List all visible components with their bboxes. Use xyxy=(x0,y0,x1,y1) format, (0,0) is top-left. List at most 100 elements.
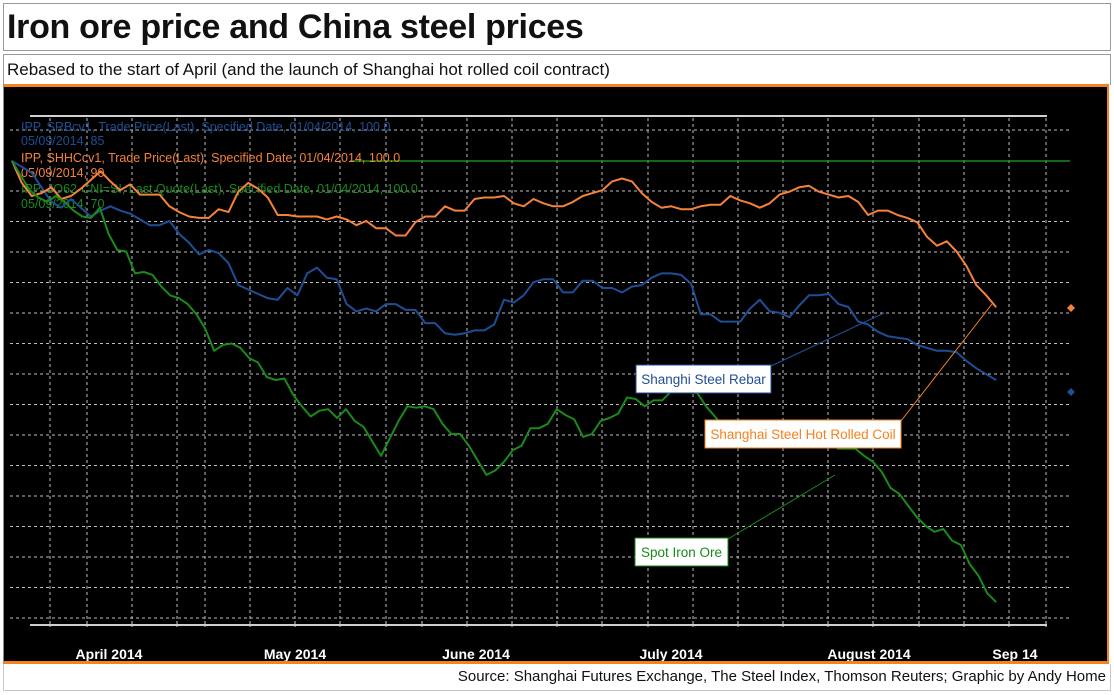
data-point-hrc xyxy=(867,214,869,216)
data-point-hrc xyxy=(444,205,446,207)
data-point-rebar xyxy=(483,329,485,331)
data-point-rebar xyxy=(513,302,515,304)
data-point-rebar xyxy=(80,207,82,209)
data-point-rebar xyxy=(729,321,731,323)
data-point-rebar xyxy=(119,210,121,212)
data-point-rebar xyxy=(316,267,318,269)
data-point-iron_ore xyxy=(152,274,154,276)
data-point-iron_ore xyxy=(872,461,874,463)
data-point-rebar xyxy=(887,335,889,337)
x-tick-august: August 2014 xyxy=(827,646,910,661)
data-point-rebar xyxy=(798,304,800,307)
data-point-hrc xyxy=(395,234,397,237)
callout-label-rebar: Shanghi Steel Rebar xyxy=(641,372,766,387)
subtitle-box: Rebased to the start of April (and the l… xyxy=(3,54,1111,85)
data-point-iron_ore xyxy=(257,361,259,364)
data-point-hrc xyxy=(277,214,279,216)
data-point-hrc xyxy=(572,201,574,203)
data-point-hrc xyxy=(651,201,653,203)
data-point-rebar xyxy=(346,303,348,305)
data-point-iron_ore xyxy=(617,413,619,415)
data-point-iron_ore xyxy=(521,445,523,447)
data-point-rebar xyxy=(473,329,476,331)
data-point-iron_ore xyxy=(292,394,294,396)
end-marker-rebar xyxy=(1067,388,1075,396)
data-point-hrc xyxy=(838,196,840,199)
data-point-rebar xyxy=(651,277,653,279)
data-point-iron_ore xyxy=(275,379,277,381)
data-point-iron_ore xyxy=(468,445,470,447)
data-point-iron_ore xyxy=(969,563,971,565)
data-point-rebar xyxy=(759,299,761,301)
data-point-iron_ore xyxy=(266,376,268,378)
x-tick-july: July 2014 xyxy=(639,646,702,661)
data-point-rebar xyxy=(808,294,810,296)
data-point-hrc xyxy=(670,205,672,207)
callout-box-rebar xyxy=(635,364,772,394)
data-point-iron_ore xyxy=(64,201,66,203)
data-point-hrc xyxy=(857,201,859,203)
data-point-hrc xyxy=(729,195,731,197)
data-point-rebar xyxy=(414,309,416,311)
data-point-iron_ore xyxy=(108,233,110,235)
data-point-iron_ore xyxy=(415,407,417,409)
data-point-iron_ore xyxy=(881,471,883,473)
data-point-hrc xyxy=(808,185,810,187)
data-point-rebar xyxy=(828,293,830,295)
data-point-iron_ore xyxy=(406,405,408,407)
data-point-iron_ore xyxy=(626,396,628,399)
data-point-hrc xyxy=(592,192,594,194)
data-point-rebar xyxy=(267,297,269,299)
data-point-hrc xyxy=(346,218,348,220)
data-point-rebar xyxy=(503,299,505,301)
data-point-rebar xyxy=(847,306,850,308)
data-point-hrc xyxy=(926,236,928,238)
data-point-iron_ore xyxy=(213,350,215,352)
data-point-rebar xyxy=(660,272,663,274)
data-point-hrc xyxy=(739,199,741,201)
data-point-rebar xyxy=(552,278,554,280)
data-point-hrc xyxy=(50,186,53,188)
legend-ironore-line2: 05/09/2014, 70 xyxy=(21,197,104,211)
x-tick-may: May 2014 xyxy=(264,646,326,661)
data-point-hrc xyxy=(375,227,377,229)
data-point-hrc xyxy=(493,196,495,199)
data-point-iron_ore xyxy=(995,601,997,603)
data-point-hrc xyxy=(326,218,328,220)
data-point-hrc xyxy=(847,195,850,197)
data-point-iron_ore xyxy=(362,426,364,428)
data-point-hrc xyxy=(109,180,111,182)
data-point-hrc xyxy=(296,215,298,218)
data-point-hrc xyxy=(778,194,781,196)
data-point-iron_ore xyxy=(652,399,655,401)
data-point-hrc xyxy=(31,195,33,197)
data-point-rebar xyxy=(296,294,298,296)
data-point-hrc xyxy=(788,191,791,193)
data-point-hrc xyxy=(690,208,692,210)
callout-box-iron-ore xyxy=(634,537,729,567)
data-point-hrc xyxy=(434,215,436,218)
data-point-rebar xyxy=(395,303,397,305)
data-point-iron_ore xyxy=(231,342,233,345)
data-point-iron_ore xyxy=(160,286,162,288)
data-point-rebar xyxy=(218,252,220,254)
data-point-rebar xyxy=(572,291,574,293)
data-point-rebar xyxy=(454,334,456,336)
data-point-iron_ore xyxy=(512,449,514,451)
data-point-hrc xyxy=(40,192,43,194)
data-point-iron_ore xyxy=(301,405,303,407)
data-point-hrc xyxy=(424,215,426,218)
data-point-hrc xyxy=(965,265,968,267)
data-point-iron_ore xyxy=(538,427,540,429)
data-point-hrc xyxy=(818,191,820,193)
data-point-rebar xyxy=(739,321,741,323)
data-point-iron_ore xyxy=(81,215,83,218)
data-point-rebar xyxy=(670,272,672,274)
data-point-hrc xyxy=(532,198,535,200)
data-point-iron_ore xyxy=(661,399,663,401)
callouts: Shanghi Steel Rebar Shanghai Steel Hot R… xyxy=(634,303,993,567)
data-point-rebar xyxy=(532,281,535,283)
data-point-hrc xyxy=(759,207,761,209)
data-point-rebar xyxy=(434,322,436,324)
data-point-rebar xyxy=(995,379,997,381)
